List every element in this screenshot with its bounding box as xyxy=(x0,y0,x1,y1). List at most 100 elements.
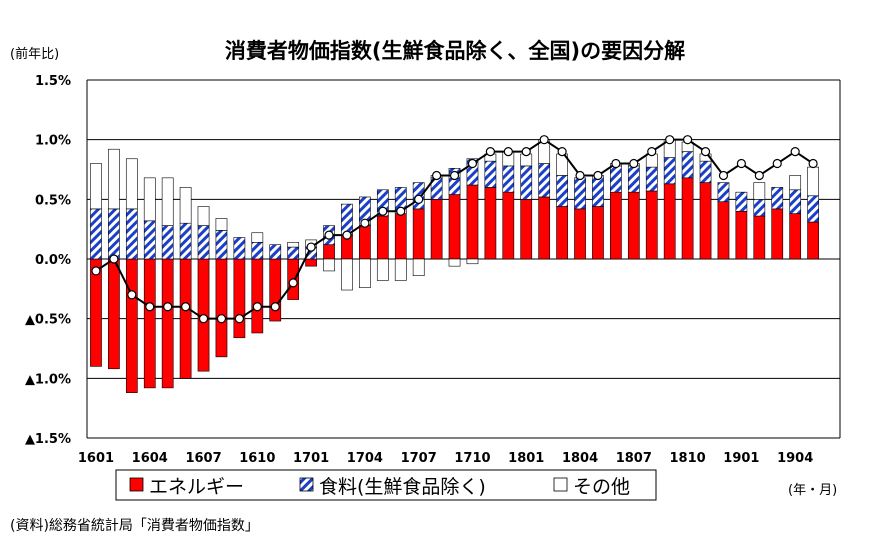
bar-food xyxy=(789,189,802,214)
x-tick-label: 1710 xyxy=(454,451,490,466)
bar-other xyxy=(125,158,138,210)
legend-swatch-food xyxy=(299,477,314,492)
bar-energy xyxy=(412,208,425,260)
legend-label: その他 xyxy=(573,476,630,498)
line-point xyxy=(503,147,513,157)
bar-food xyxy=(90,208,102,260)
legend-label: 食料(生鮮食品除く) xyxy=(319,476,486,498)
line-point xyxy=(163,302,173,312)
bar-food xyxy=(627,165,640,193)
bar-other xyxy=(197,206,210,226)
bar-food xyxy=(556,175,568,207)
bar-food xyxy=(538,163,551,198)
bar-food xyxy=(179,222,192,260)
bar-energy xyxy=(645,190,658,260)
line-point xyxy=(683,135,693,145)
bar-energy xyxy=(359,225,371,260)
bar-energy xyxy=(538,196,551,260)
line-point xyxy=(772,158,782,169)
line-point xyxy=(467,158,478,169)
total-line xyxy=(91,135,818,324)
bar-other xyxy=(412,258,425,277)
bar-energy xyxy=(627,191,640,260)
bar-energy xyxy=(125,258,138,393)
bar-food xyxy=(753,199,766,217)
bar-food xyxy=(592,175,604,207)
bar-energy xyxy=(717,201,730,260)
bar-food xyxy=(484,160,497,188)
line-point xyxy=(414,194,424,204)
bar-food xyxy=(341,203,353,236)
bar-energy xyxy=(251,258,264,334)
bar-food xyxy=(771,187,784,210)
bar-food xyxy=(448,168,461,195)
bar-food xyxy=(269,244,282,260)
legend-label: エネルギー xyxy=(149,476,244,498)
bar-food xyxy=(574,177,586,210)
line-point xyxy=(234,314,244,324)
y-tick-label: 1.0% xyxy=(35,134,71,149)
line-point xyxy=(270,302,280,312)
bar-food xyxy=(215,230,228,260)
bar-other xyxy=(394,258,407,281)
x-tick-label: 1810 xyxy=(670,451,706,466)
line-point xyxy=(432,170,442,181)
y-axis-label: (前年比) xyxy=(10,46,59,62)
legend-swatch-other xyxy=(553,477,568,492)
bar-energy xyxy=(430,199,443,260)
line-point xyxy=(665,135,675,145)
legend-swatch-energy xyxy=(129,477,144,492)
line-point xyxy=(718,170,729,181)
bar-energy xyxy=(233,258,246,339)
line-point xyxy=(736,158,746,169)
bar-other xyxy=(753,182,766,200)
y-tick-label: ▲1.0% xyxy=(25,372,71,387)
bar-other xyxy=(251,232,264,243)
bar-food xyxy=(125,208,138,260)
bar-energy xyxy=(753,215,766,260)
bar-other xyxy=(323,258,335,272)
bar-other xyxy=(161,177,174,226)
bar-energy xyxy=(610,191,622,260)
bar-other xyxy=(807,166,819,197)
line-point xyxy=(485,147,495,157)
bars xyxy=(90,139,819,393)
bar-energy xyxy=(484,187,497,260)
x-tick-label: 1807 xyxy=(616,451,652,466)
line-point xyxy=(593,170,603,181)
y-tick-label: ▲0.5% xyxy=(25,313,71,328)
legend: エネルギー 食料(生鮮食品除く) その他 xyxy=(115,469,657,501)
line-point xyxy=(647,147,657,157)
chart-title: 消費者物価指数(生鮮食品除く、全国)の要因分解 xyxy=(225,39,685,63)
bar-energy xyxy=(789,213,802,260)
line-point xyxy=(252,302,262,312)
bar-food xyxy=(233,237,246,260)
bar-other xyxy=(466,258,479,265)
line-point xyxy=(109,254,119,264)
bar-food xyxy=(645,166,658,192)
line-point xyxy=(378,206,388,216)
x-tick-label: 1801 xyxy=(508,451,544,466)
bar-other xyxy=(179,187,192,224)
bar-food xyxy=(251,241,264,260)
bar-energy xyxy=(269,258,282,322)
x-tick-label: 1707 xyxy=(401,451,437,466)
bar-food xyxy=(735,191,748,212)
bar-energy xyxy=(574,208,586,260)
line-point xyxy=(91,266,101,276)
bar-food xyxy=(287,246,300,260)
line-point xyxy=(342,230,352,240)
bar-energy xyxy=(305,258,317,267)
bar-food xyxy=(502,165,515,193)
bar-food xyxy=(717,182,730,203)
legend-box xyxy=(115,469,657,501)
x-tick-label: 1901 xyxy=(723,451,759,466)
line-point xyxy=(790,147,800,157)
line-point xyxy=(808,158,818,169)
bar-energy xyxy=(663,183,676,260)
bar-other xyxy=(341,258,353,291)
bar-other xyxy=(789,175,802,191)
bar-energy xyxy=(520,199,533,260)
bar-food xyxy=(663,157,676,185)
